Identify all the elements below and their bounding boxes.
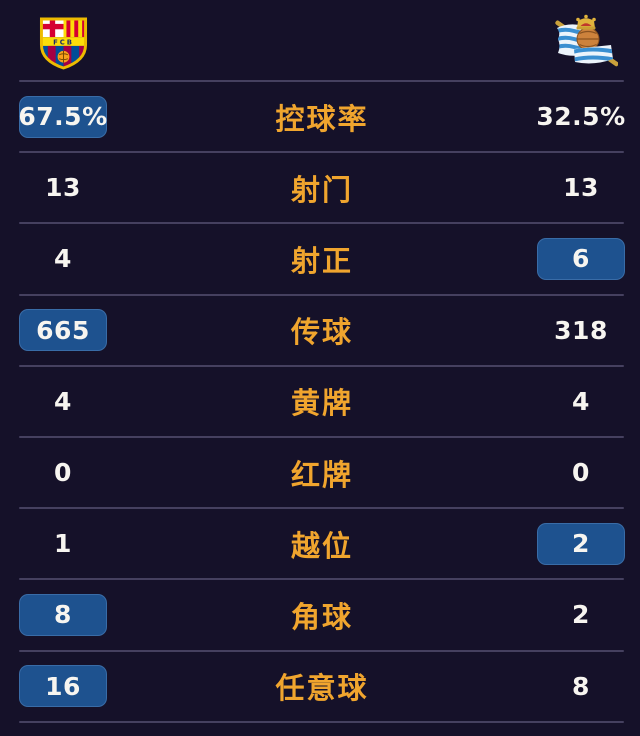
stat-row-corners: 8 角球 2: [0, 580, 640, 649]
stat-row-shots-on-target: 4 射正 6: [0, 224, 640, 293]
fc-barcelona-crest-icon: FCB: [39, 17, 88, 70]
away-free-kicks-value: 8: [572, 671, 590, 701]
away-offsides-value: 2: [537, 522, 625, 565]
shots-label: 射门: [290, 172, 353, 207]
home-offsides-value: 1: [54, 529, 72, 559]
home-possession-value: 67.5%: [18, 95, 107, 138]
home-yellow-cards-value: 4: [54, 386, 72, 416]
divider: [19, 364, 624, 367]
shots-on-target-label: 射正: [290, 243, 353, 278]
yellow-cards-label: 黄牌: [290, 386, 353, 421]
real-sociedad-crest-icon: [555, 14, 618, 67]
divider: [19, 507, 624, 510]
team-logos-header: FCB: [0, 0, 640, 80]
divider: [19, 151, 624, 154]
away-red-cards-value: 0: [572, 458, 590, 488]
passes-label: 传球: [290, 315, 353, 350]
away-shots-on-target-value: 6: [537, 237, 625, 280]
divider: [19, 222, 624, 225]
home-red-cards-value: 0: [54, 458, 72, 488]
barcelona-crest-text: FCB: [53, 38, 74, 46]
stat-row-possession: 67.5% 控球率 32.5%: [0, 82, 640, 151]
divider: [19, 435, 624, 438]
away-corners-value: 2: [572, 600, 590, 630]
away-shots-value: 13: [563, 173, 599, 203]
away-yellow-cards-value: 4: [572, 386, 590, 416]
divider: [19, 649, 624, 652]
free-kicks-label: 任意球: [275, 671, 369, 706]
stat-row-shots: 13 射门 13: [0, 153, 640, 222]
divider: [19, 80, 624, 82]
home-shots-on-target-value: 4: [54, 244, 72, 274]
home-passes-value: 665: [19, 309, 107, 352]
stat-row-passes: 665 传球 318: [0, 296, 640, 365]
home-corners-value: 8: [19, 593, 107, 636]
divider: [19, 578, 624, 581]
away-possession-value: 32.5%: [536, 102, 626, 132]
offsides-label: 越位: [290, 528, 353, 563]
divider: [19, 720, 624, 723]
home-free-kicks-value: 16: [19, 665, 107, 708]
stat-row-free-kicks: 16 任意球 8: [0, 652, 640, 721]
divider: [19, 293, 624, 296]
stat-row-red-cards: 0 红牌 0: [0, 438, 640, 507]
red-cards-label: 红牌: [290, 457, 353, 492]
away-passes-value: 318: [554, 315, 608, 345]
possession-label: 控球率: [275, 101, 369, 136]
stat-row-yellow-cards: 4 黄牌 4: [0, 367, 640, 436]
home-shots-value: 13: [45, 173, 81, 203]
stat-row-offsides: 1 越位 2: [0, 509, 640, 578]
corners-label: 角球: [290, 599, 353, 634]
